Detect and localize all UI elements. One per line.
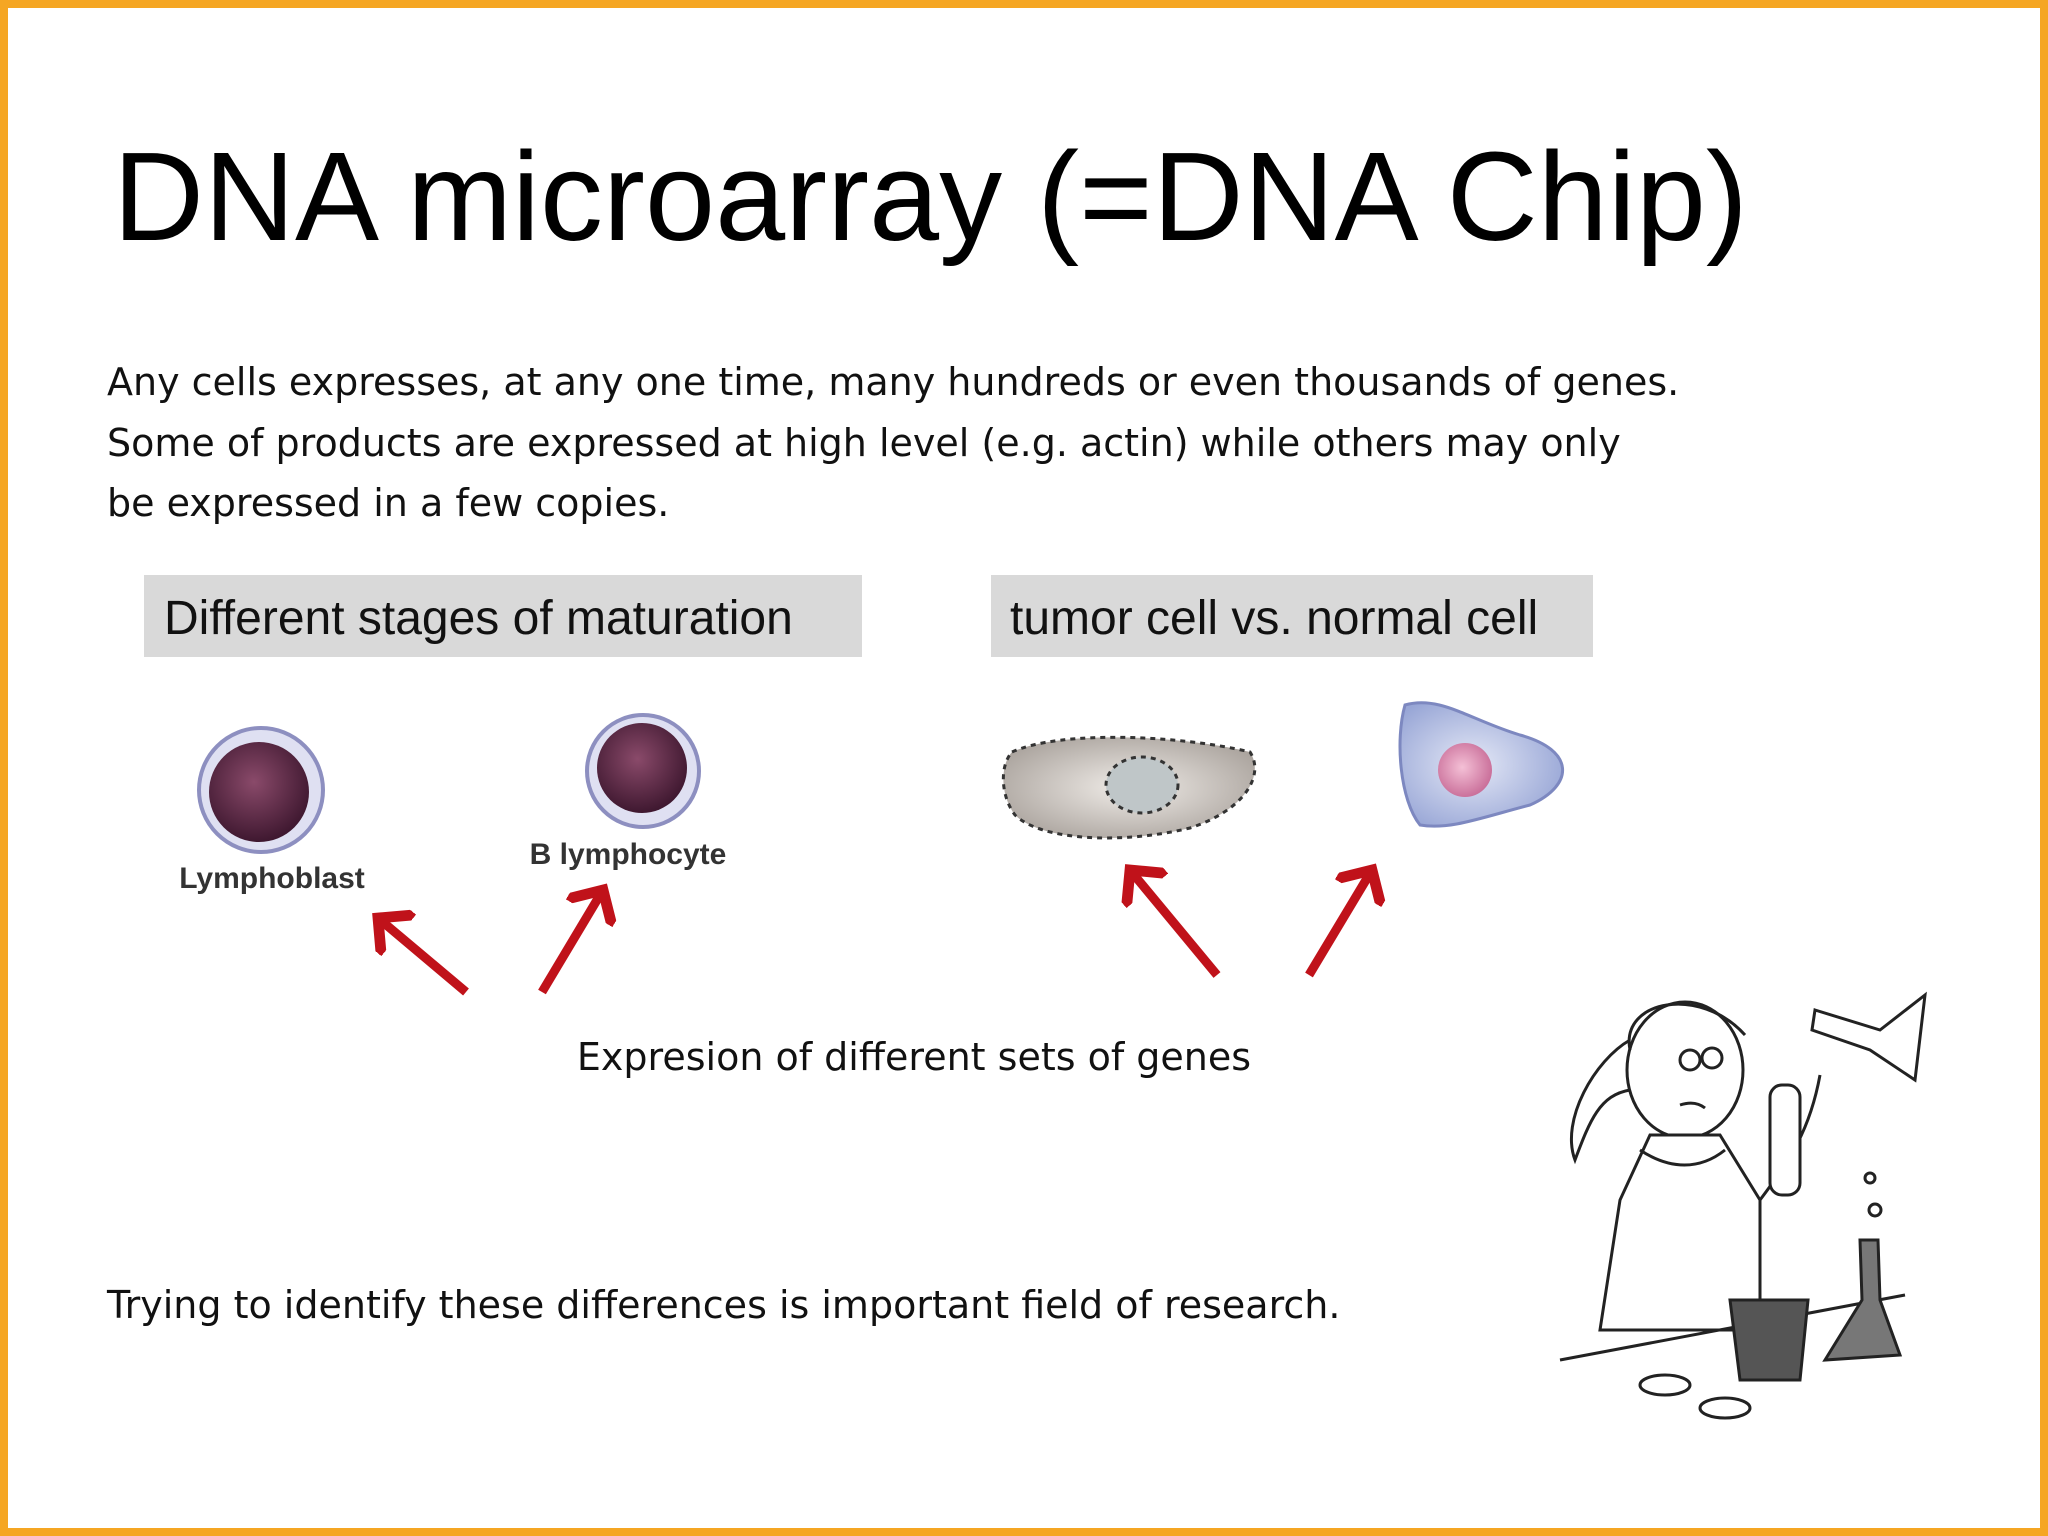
scientist-illustration xyxy=(1559,991,1927,1420)
caption: Expresion of different sets of genes xyxy=(577,1035,1251,1079)
panel-label: tumor cell vs. normal cell xyxy=(1010,592,1538,645)
cell-label: B lymphocyte xyxy=(530,838,727,871)
tumor-nucleus xyxy=(1104,755,1180,815)
cell-nucleus xyxy=(597,723,687,813)
arrow xyxy=(1305,870,1372,978)
arrow xyxy=(538,890,603,995)
arrows xyxy=(378,870,1372,996)
conclusion: Trying to identify these differences is … xyxy=(106,1283,1340,1327)
cell-nucleus xyxy=(209,742,309,842)
normal-nucleus xyxy=(1438,743,1492,797)
panel-label-box xyxy=(144,575,862,657)
panel-label-box xyxy=(991,575,1593,657)
intro-line: Any cells expresses, at any one time, ma… xyxy=(107,360,1679,404)
intro-line: Some of products are expressed at high l… xyxy=(107,421,1621,465)
arrow xyxy=(378,918,469,996)
slide-title: DNA microarray (=DNA Chip) xyxy=(113,126,1748,267)
intro-line: be expressed in a few copies. xyxy=(107,481,669,525)
arrow xyxy=(1130,870,1221,978)
panel-label: Different stages of maturation xyxy=(164,592,793,645)
cell-label: Lymphoblast xyxy=(179,862,365,895)
